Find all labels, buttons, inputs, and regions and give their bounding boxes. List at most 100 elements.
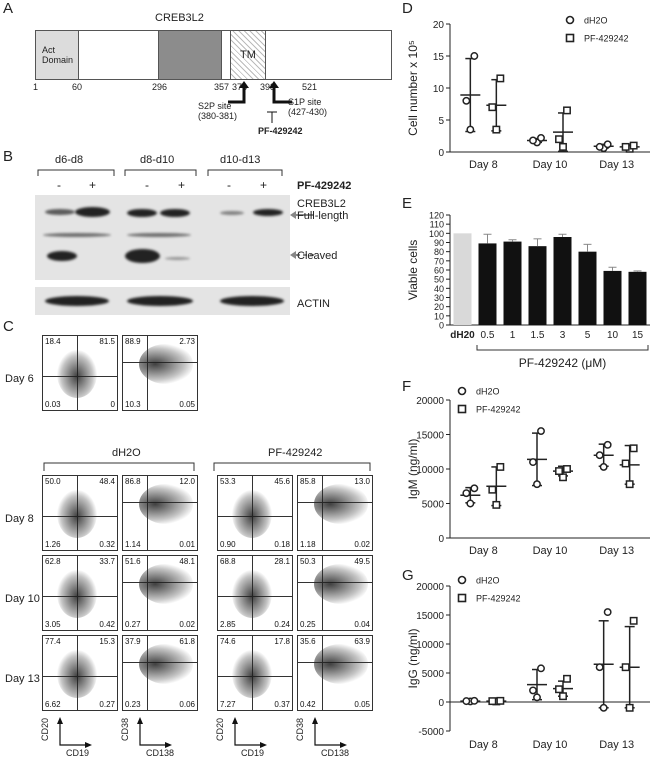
panel-letter-g: G xyxy=(402,567,414,584)
cell-population xyxy=(57,350,97,398)
panel-letter-b: B xyxy=(3,148,14,165)
data-point xyxy=(529,136,537,145)
chart-g: -5000 0 5000 10000 15000 20000 IgG (ng/ml) Day … xyxy=(406,575,650,751)
quadrant-value-bl: 10.3 xyxy=(125,400,141,409)
sign-4: + xyxy=(178,178,186,192)
axis-y-label: CD38 xyxy=(120,717,130,741)
axis-x-label: CD138 xyxy=(146,748,175,758)
bzip-domain-box xyxy=(158,30,222,80)
data-point xyxy=(563,106,571,115)
act-domain-box: Act Domain xyxy=(35,30,79,80)
quadrant-value-br: 0.05 xyxy=(179,400,195,409)
data-point xyxy=(496,74,505,83)
y-tick-label: 5000 xyxy=(422,500,445,511)
quadrant-value-tr: 48.1 xyxy=(179,557,195,566)
flow-plot: 50.0 48.4 1.26 0.32 xyxy=(42,475,118,551)
y-tick-label: 20000 xyxy=(416,582,444,593)
x-tick-label: 15 xyxy=(632,330,644,341)
cell-population xyxy=(139,644,193,684)
bar xyxy=(528,246,547,325)
x-tick-label: Day 13 xyxy=(599,739,634,751)
y-tick-label: 20 xyxy=(434,302,444,312)
quadrant-value-bl: 1.14 xyxy=(125,540,141,549)
data-point xyxy=(555,685,563,694)
cell-population xyxy=(314,564,368,604)
y-axis-label: IgG (ng/ml) xyxy=(406,628,420,688)
quadrant-value-br: 0 xyxy=(110,400,115,409)
quadrant-value-bl: 0.25 xyxy=(300,620,316,629)
bar xyxy=(553,237,572,325)
chart-f: 0 5000 10000 15000 20000 IgM (ng/ml) Day 8 Day … xyxy=(406,387,650,557)
pos-521: 521 xyxy=(302,82,318,92)
axis-y-label: CD38 xyxy=(295,717,305,741)
quadrant-value-tr: 12.0 xyxy=(179,477,195,486)
quadrant-value-tr: 33.7 xyxy=(99,557,115,566)
data-point xyxy=(629,616,638,625)
tm-domain-box: TM xyxy=(230,30,266,80)
quadrant-value-br: 0.05 xyxy=(354,700,370,709)
group-brackets xyxy=(37,169,283,176)
legend-marker xyxy=(565,33,575,43)
legend-label: dH2O xyxy=(476,387,500,397)
sign-5: - xyxy=(227,178,231,192)
axis-legend: CD20 CD19 xyxy=(215,715,292,765)
y-tick-label: 0 xyxy=(438,698,444,709)
quadrant-value-br: 0.18 xyxy=(274,540,290,549)
quadrant-value-tl: 86.8 xyxy=(125,477,141,486)
bar xyxy=(578,251,597,325)
quadrant-value-tl: 68.8 xyxy=(220,557,236,566)
western-blot-actin xyxy=(35,287,290,315)
quadrant-value-bl: 6.62 xyxy=(45,700,61,709)
pos-296: 296 xyxy=(152,82,168,92)
y-tick-label: 5 xyxy=(438,116,444,127)
quadrant-value-bl: 0.90 xyxy=(220,540,236,549)
x-tick-label: Day 8 xyxy=(469,545,498,557)
quadrant-value-tl: 50.0 xyxy=(45,477,61,486)
quadrant-value-tr: 81.5 xyxy=(99,337,115,346)
x-tick-label: Day 10 xyxy=(533,739,568,751)
data-point xyxy=(621,142,630,151)
y-tick-label: 10000 xyxy=(416,465,444,476)
y-tick-label: -5000 xyxy=(418,727,444,738)
x-tick-label: Day 8 xyxy=(469,159,498,171)
data-point xyxy=(537,664,545,673)
data-point xyxy=(629,141,638,150)
pos-378: 378 xyxy=(232,82,248,92)
tm-label: TM xyxy=(240,49,256,61)
axis-y-label: CD20 xyxy=(40,717,50,741)
quadrant-value-tl: 88.9 xyxy=(125,337,141,346)
flow-plot: 53.3 45.6 0.90 0.18 xyxy=(217,475,293,551)
quadrant-value-br: 0.06 xyxy=(179,700,195,709)
protein-label: CREB3L2 xyxy=(297,198,346,210)
data-point xyxy=(621,663,630,672)
cell-population xyxy=(232,570,272,618)
legend-label: PF-429242 xyxy=(476,405,521,415)
flow-plot: 37.9 61.8 0.23 0.06 xyxy=(122,635,198,711)
quadrant-value-tl: 53.3 xyxy=(220,477,236,486)
legend-label: dH2O xyxy=(584,16,608,26)
x-tick-label: 3 xyxy=(560,330,566,341)
cell-population xyxy=(232,650,272,698)
y-tick-label: 70 xyxy=(434,256,444,266)
legend-marker xyxy=(457,575,467,585)
quadrant-value-br: 0.04 xyxy=(354,620,370,629)
data-point xyxy=(555,135,563,144)
flow-plot: 35.6 63.9 0.42 0.05 xyxy=(297,635,373,711)
x-tick-label: Day 8 xyxy=(469,739,498,751)
flow-plot: 18.4 81.5 0.03 0 xyxy=(42,335,118,411)
quadrant-value-bl: 0.27 xyxy=(125,620,141,629)
x-group-label: PF-429242 (μM) xyxy=(519,356,607,370)
group-d10-d13: d10-d13 xyxy=(220,154,261,166)
data-point xyxy=(466,499,475,508)
group-bracket xyxy=(476,345,649,351)
data-point xyxy=(496,462,505,471)
flow-plot: 77.4 15.3 6.62 0.27 xyxy=(42,635,118,711)
x-tick-label: 10 xyxy=(607,330,619,341)
quadrant-value-tr: 2.73 xyxy=(179,337,195,346)
data-point xyxy=(488,697,497,706)
quadrant-value-tr: 49.5 xyxy=(354,557,370,566)
quadrant-value-tl: 74.6 xyxy=(220,637,236,646)
data-point xyxy=(470,484,479,493)
y-tick-label: 0 xyxy=(438,534,444,545)
